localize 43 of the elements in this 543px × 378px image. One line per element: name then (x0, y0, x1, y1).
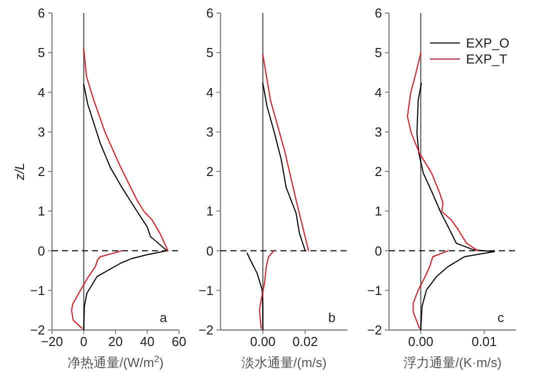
y-tick-label: 5 (374, 45, 382, 60)
y-tick-label: 0 (374, 243, 382, 258)
y-tick-label: 6 (206, 6, 214, 20)
y-tick-label: 0 (38, 243, 45, 258)
y-tick-label: −1 (30, 282, 45, 298)
y-tick-label: 2 (206, 164, 214, 179)
x-axis-title: 净热通量/(W/m$^{2}$) (67, 354, 164, 370)
y-tick-label: 4 (206, 84, 214, 100)
y-tick-label: 2 (374, 164, 382, 179)
x-tick-label: 20 (108, 334, 123, 349)
x-tick-label: 40 (140, 334, 154, 349)
x-tick-label: 0.00 (250, 334, 276, 349)
y-tick-label: 3 (206, 124, 214, 140)
y-tick-label: 6 (38, 6, 45, 20)
x-tick-label: 60 (172, 334, 186, 349)
y-tick-label: 4 (374, 84, 382, 100)
y-tick-label: 0 (206, 243, 214, 258)
x-axis-title: 淡水通量/(m/s) (241, 355, 327, 370)
legend-label: EXP_T (466, 52, 508, 66)
annotation: a (160, 310, 168, 325)
y-tick-label: 1 (374, 204, 382, 219)
x-tick-label: 0.02 (292, 334, 318, 349)
y-tick-label: 2 (38, 164, 45, 179)
x-tick-label: 0 (80, 334, 88, 349)
x-axis-title: 浮力通量/(K·m/s) (403, 355, 502, 370)
y-tick-label: 3 (374, 124, 382, 140)
y-tick-label: 1 (38, 204, 45, 219)
legend-label: EXP_O (466, 36, 510, 50)
y-tick-label: 5 (206, 45, 214, 60)
y-tick-label: −2 (198, 322, 214, 338)
y-tick-label: 5 (38, 45, 45, 60)
y-tick-label: 1 (206, 204, 214, 219)
y-tick-label: 4 (38, 84, 45, 100)
y-tick-label: 6 (374, 6, 382, 20)
x-tick-label: 0.01 (472, 334, 497, 349)
y-tick-label: 3 (38, 124, 45, 140)
annotation: b (328, 310, 336, 325)
annotation: c (498, 310, 504, 325)
y-axis-title: z/L (12, 162, 27, 182)
y-tick-label: −1 (198, 282, 214, 298)
x-tick-label: 0.00 (408, 334, 434, 349)
y-tick-label: −1 (367, 282, 382, 298)
y-tick-label: −2 (367, 322, 382, 338)
